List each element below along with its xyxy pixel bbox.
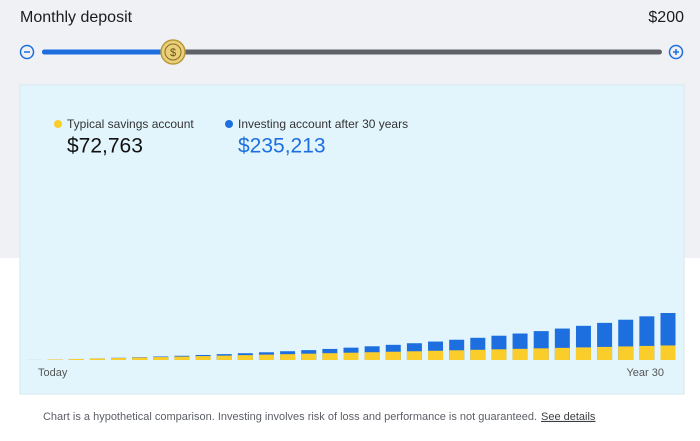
bar [428, 351, 443, 360]
bar [344, 353, 359, 360]
legend-label: Typical savings account [67, 117, 194, 131]
deposit-label: Monthly deposit [20, 9, 133, 26]
bar [491, 349, 506, 360]
bar [217, 356, 232, 360]
bar [301, 354, 316, 360]
bar [639, 346, 654, 360]
bar [196, 356, 211, 360]
bar [449, 350, 464, 360]
bar [132, 358, 147, 360]
bar [48, 359, 63, 360]
bar [618, 346, 633, 360]
legend-dot [54, 120, 62, 128]
bar [470, 350, 485, 360]
bar [407, 351, 422, 360]
bar [174, 357, 189, 360]
bar [238, 355, 253, 360]
svg-text:$: $ [170, 47, 176, 59]
slider-fill [42, 50, 173, 55]
deposit-amount: $200 [648, 9, 684, 26]
bar [365, 352, 380, 360]
footer-note-text: Chart is a hypothetical comparison. Inve… [43, 411, 537, 423]
footer-note: Chart is a hypothetical comparison. Inve… [43, 411, 537, 423]
bar [534, 348, 549, 360]
legend-label: Investing account after 30 years [238, 117, 408, 131]
total-value: $235,213 [238, 135, 326, 158]
bar [153, 357, 168, 360]
see-details-link[interactable]: See details [541, 411, 596, 423]
slider-knob[interactable]: $ [161, 40, 185, 64]
bar [597, 347, 612, 360]
bar [576, 347, 591, 360]
bar [555, 348, 570, 360]
bar [661, 345, 676, 360]
total-value: $72,763 [67, 135, 143, 158]
bar [69, 359, 84, 360]
bar [280, 354, 295, 360]
bar [111, 358, 126, 360]
bar [513, 349, 528, 360]
bar [322, 353, 337, 360]
bar [259, 355, 274, 360]
legend-dot [225, 120, 233, 128]
bar [386, 352, 401, 360]
x-tick-label: Year 30 [626, 367, 664, 379]
x-tick-label: Today [38, 367, 68, 379]
bar [90, 359, 105, 360]
